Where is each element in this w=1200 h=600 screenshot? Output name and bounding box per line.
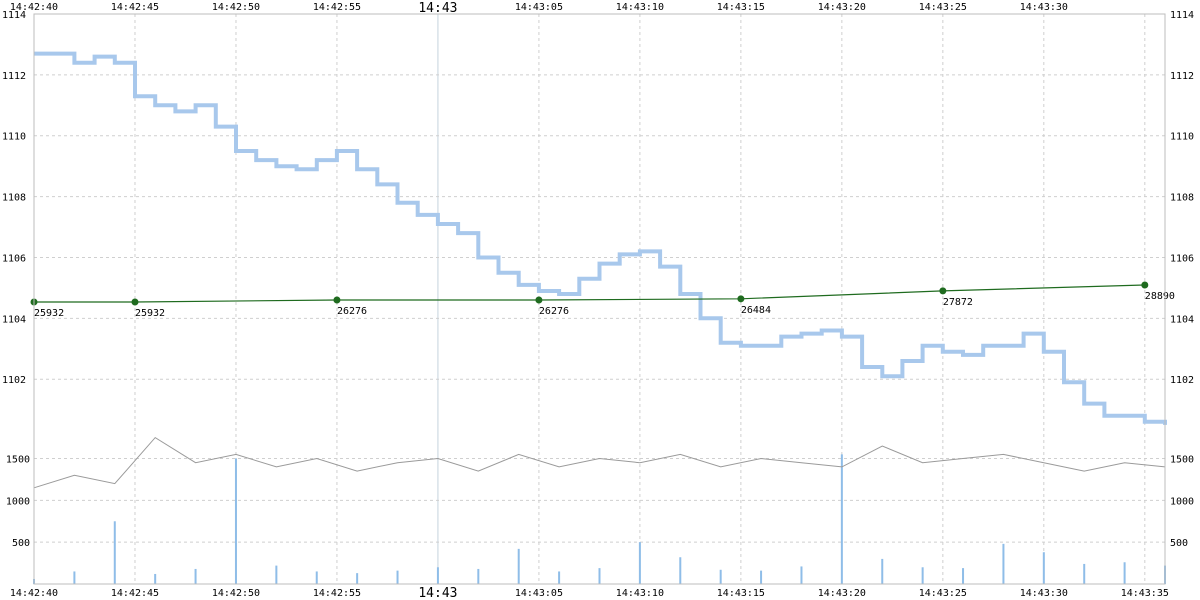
price-line (34, 51, 1167, 425)
volume-bar (840, 454, 843, 584)
plot-frame (33, 13, 1166, 585)
volume-bar (760, 570, 763, 584)
rate-tick-left: 1500 (6, 455, 30, 466)
x-tick-top: 14:43:20 (818, 2, 866, 13)
volume-bar (719, 569, 722, 584)
price-tick-left: 1108 (2, 193, 26, 204)
volume-bar (1042, 552, 1045, 584)
volume-bar (436, 567, 439, 584)
x-tick-bottom: 14:43:10 (616, 588, 664, 599)
volume-bar (558, 571, 561, 584)
volume-bar (356, 573, 359, 584)
cumulative-label: 26484 (741, 305, 771, 316)
grid (33, 13, 1165, 584)
volume-bar (194, 568, 197, 584)
x-tick-bottom: 14:43:15 (717, 588, 765, 599)
volume-bar (598, 568, 601, 584)
volume-bar (638, 542, 641, 584)
plot-area (30, 51, 1167, 584)
volume-bar (962, 568, 965, 584)
price-tick-left: 1106 (2, 253, 26, 264)
cumulative-point (939, 287, 947, 295)
volume-bar (921, 567, 924, 584)
cumulative-label: 27872 (943, 297, 973, 308)
price-tick-right: 1110 (1170, 132, 1194, 143)
price-tick-right: 1114 (1170, 10, 1194, 21)
volume-bar (275, 565, 278, 584)
price-tick-right: 1108 (1170, 193, 1194, 204)
x-tick-bottom: 14:42:45 (111, 588, 159, 599)
x-tick-top: 14:43:05 (515, 2, 563, 13)
volume-bar (234, 458, 237, 584)
x-tick-top: 14:43:15 (717, 2, 765, 13)
rate-tick-left: 500 (12, 538, 30, 549)
cumulative-label: 26276 (539, 306, 569, 317)
cumulative-point (535, 296, 543, 304)
volume-bar (477, 568, 480, 584)
cumulative-point (333, 296, 341, 304)
volume-bar (154, 573, 157, 584)
x-tick-top: 14:42:55 (313, 2, 361, 13)
volume-bar (881, 558, 884, 584)
x-tick-bottom: 14:42:40 (10, 588, 58, 599)
x-tick-top: 14:42:45 (111, 2, 159, 13)
x-tick-bottom: 14:43 (418, 586, 457, 600)
price-tick-left: 1110 (2, 132, 26, 143)
price-tick-right: 1104 (1170, 314, 1194, 325)
x-tick-bottom: 14:42:55 (313, 588, 361, 599)
volume-bar (517, 548, 520, 584)
price-tick-left: 1112 (2, 71, 26, 82)
volume-bar (800, 566, 803, 584)
x-tick-top: 14:42:40 (10, 2, 58, 13)
cumulative-line (34, 284, 1145, 303)
cumulative-point (1141, 281, 1149, 289)
volume-bar (315, 571, 318, 584)
cumulative-point (737, 295, 745, 303)
x-tick-top: 14:43:30 (1020, 2, 1068, 13)
cumulative-label: 26276 (337, 306, 367, 317)
x-tick-bottom: 14:43:25 (919, 588, 967, 599)
cumulative-label: 25932 (135, 308, 165, 319)
x-tick-bottom: 14:42:50 (212, 588, 260, 599)
volume-bar (1123, 562, 1126, 584)
x-tick-top: 14:43:10 (616, 2, 664, 13)
price-tick-right: 1106 (1170, 253, 1194, 264)
volume-bar (1002, 543, 1005, 584)
x-tick-bottom: 14:43:20 (818, 588, 866, 599)
price-tick-right: 1102 (1170, 375, 1194, 386)
price-tick-left: 1102 (2, 375, 26, 386)
volume-bar (1083, 563, 1086, 584)
rate-line (33, 436, 1166, 489)
rate-tick-right: 1500 (1170, 455, 1194, 466)
price-tick-right: 1112 (1170, 71, 1194, 82)
cumulative-point (131, 298, 139, 306)
x-tick-bottom: 14:43:35 (1121, 588, 1169, 599)
x-tick-bottom: 14:43:30 (1020, 588, 1068, 599)
volume-bar (679, 557, 682, 584)
volume-bar (73, 571, 76, 584)
cumulative-label: 28890 (1145, 291, 1175, 302)
volume-bar (113, 521, 116, 584)
rate-tick-right: 500 (1170, 538, 1188, 549)
cumulative-label: 25932 (34, 308, 64, 319)
rate-tick-right: 1000 (1170, 496, 1194, 507)
x-tick-top: 14:43:25 (919, 2, 967, 13)
x-tick-top: 14:43 (418, 1, 457, 16)
x-tick-bottom: 14:43:05 (515, 588, 563, 599)
price-tick-left: 1104 (2, 314, 26, 325)
rate-tick-left: 1000 (6, 496, 30, 507)
x-tick-top: 14:42:50 (212, 2, 260, 13)
price-tick-left: 1114 (2, 10, 26, 21)
volume-bar (396, 570, 399, 584)
